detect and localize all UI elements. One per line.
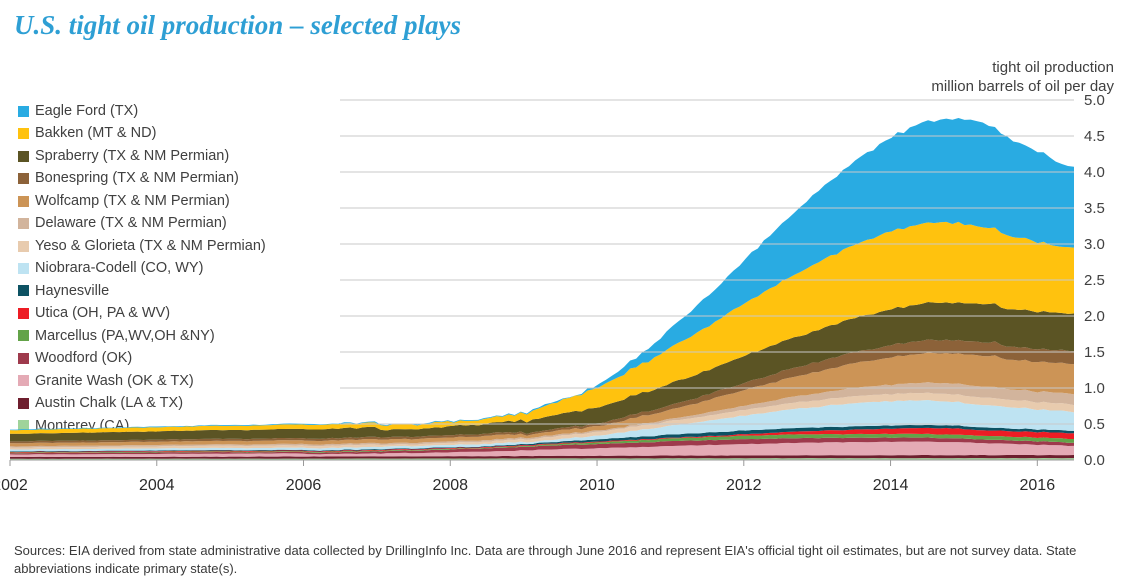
ytick-label-4: 4.0 bbox=[1084, 164, 1105, 181]
ytick-label-0: 0.0 bbox=[1084, 452, 1105, 469]
xtick-label-2002: 2002 bbox=[0, 477, 28, 494]
chart-title: U.S. tight oil production – selected pla… bbox=[14, 10, 461, 41]
ytick-label-2.5: 2.5 bbox=[1084, 272, 1105, 289]
ytick-label-3: 3.0 bbox=[1084, 236, 1105, 253]
ytick-label-5: 5.0 bbox=[1084, 92, 1105, 109]
xtick-label-2014: 2014 bbox=[873, 477, 909, 494]
xtick-label-2008: 2008 bbox=[432, 477, 468, 494]
chart-svg: 0.0 0.5 1.0 1.5 2.0 2.5 3.0 3.5 4.0 4.5 5.0 2002 200… bbox=[0, 90, 1134, 510]
xtick-label-2010: 2010 bbox=[579, 477, 615, 494]
xtick-label-2004: 2004 bbox=[139, 477, 175, 494]
source-footnote: Sources: EIA derived from state administ… bbox=[14, 542, 1124, 578]
ytick-label-4.5: 4.5 bbox=[1084, 128, 1105, 145]
xtick-label-2016: 2016 bbox=[1020, 477, 1056, 494]
xtick-label-2006: 2006 bbox=[286, 477, 322, 494]
ytick-label-1: 1.0 bbox=[1084, 380, 1105, 397]
xtick-label-2012: 2012 bbox=[726, 477, 762, 494]
stacked-area-chart: 0.0 0.5 1.0 1.5 2.0 2.5 3.0 3.5 4.0 4.5 5.0 2002 200… bbox=[0, 90, 1134, 510]
ytick-label-1.5: 1.5 bbox=[1084, 344, 1105, 361]
ytick-label-2: 2.0 bbox=[1084, 308, 1105, 325]
ytick-label-3.5: 3.5 bbox=[1084, 200, 1105, 217]
ytick-label-0.5: 0.5 bbox=[1084, 416, 1105, 433]
